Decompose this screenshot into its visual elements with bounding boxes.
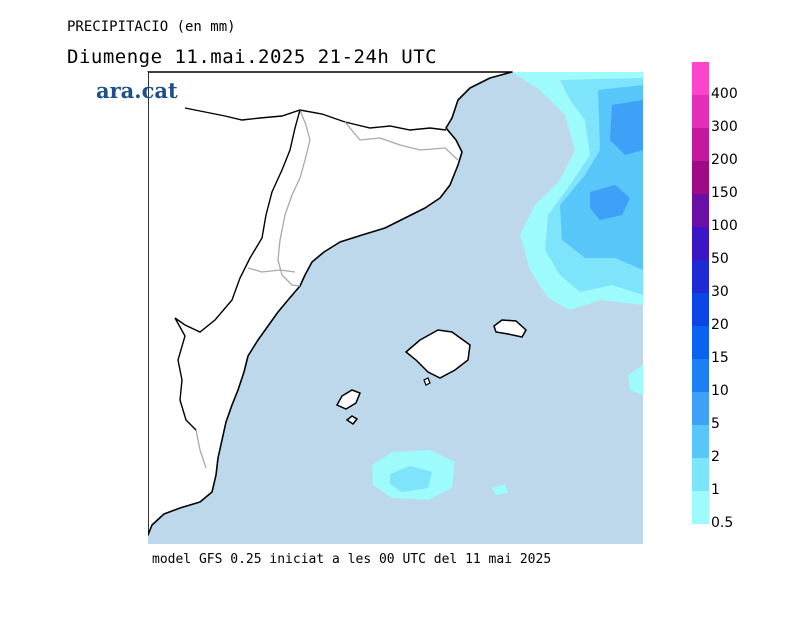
legend-swatch	[692, 62, 709, 95]
precipitation-east	[512, 72, 643, 395]
formentera	[345, 415, 359, 426]
legend-swatch	[692, 161, 709, 194]
legend-swatch	[692, 326, 709, 359]
legend-swatch	[692, 293, 709, 326]
legend-item: 2	[692, 425, 762, 465]
mainland	[147, 71, 513, 536]
ibiza	[335, 389, 361, 410]
legend-label: 5	[711, 416, 720, 432]
legend-swatch	[692, 194, 709, 227]
legend-label: 2	[711, 449, 720, 465]
mallorca	[404, 329, 471, 379]
cabrera	[423, 377, 431, 386]
legend-label: 200	[711, 152, 738, 168]
legend-label: 10	[711, 383, 729, 399]
legend-swatch	[692, 95, 709, 128]
legend-swatch	[692, 491, 709, 524]
legend-swatch	[692, 425, 709, 458]
legend-label: 300	[711, 119, 738, 135]
menorca	[493, 319, 527, 338]
legend-item: 50	[692, 227, 762, 267]
legend-swatch	[692, 227, 709, 260]
legend-swatch	[692, 128, 709, 161]
legend-item: 200	[692, 128, 762, 168]
borders	[195, 109, 459, 469]
legend-swatch	[692, 260, 709, 293]
legend-item: 15	[692, 326, 762, 366]
legend-label: 50	[711, 251, 729, 267]
legend-swatch	[692, 359, 709, 392]
legend-label: 1	[711, 482, 720, 498]
legend-label: 100	[711, 218, 738, 234]
legend-swatch	[692, 392, 709, 425]
inland-outline	[174, 109, 301, 431]
model-note: model GFS 0.25 iniciat a les 00 UTC del …	[152, 552, 552, 567]
legend-item: 30	[692, 260, 762, 300]
legend-label: 20	[711, 317, 729, 333]
legend-label: 30	[711, 284, 729, 300]
legend-item: 300	[692, 95, 762, 135]
legend-label: 0.5	[711, 515, 734, 531]
logo[interactable]: ara.cat	[96, 78, 178, 103]
legend-label: 150	[711, 185, 738, 201]
precipitation-south	[372, 450, 508, 500]
legend-item: 150	[692, 161, 762, 201]
legend-item: 5	[692, 392, 762, 432]
legend-label: 400	[711, 86, 738, 102]
legend-item: 20	[692, 293, 762, 333]
legend-label: 15	[711, 350, 729, 366]
forecast-date: Diumenge 11.mai.2025 21-24h UTC	[67, 46, 438, 68]
legend-item: 400	[692, 62, 762, 102]
map-title: PRECIPITACIO (en mm)	[67, 19, 236, 35]
legend-item: 1	[692, 458, 762, 498]
legend-swatch	[692, 458, 709, 491]
coastline-north	[184, 107, 447, 131]
legend-item: 10	[692, 359, 762, 399]
legend-item: 0.5	[692, 491, 762, 531]
legend-item: 100	[692, 194, 762, 234]
